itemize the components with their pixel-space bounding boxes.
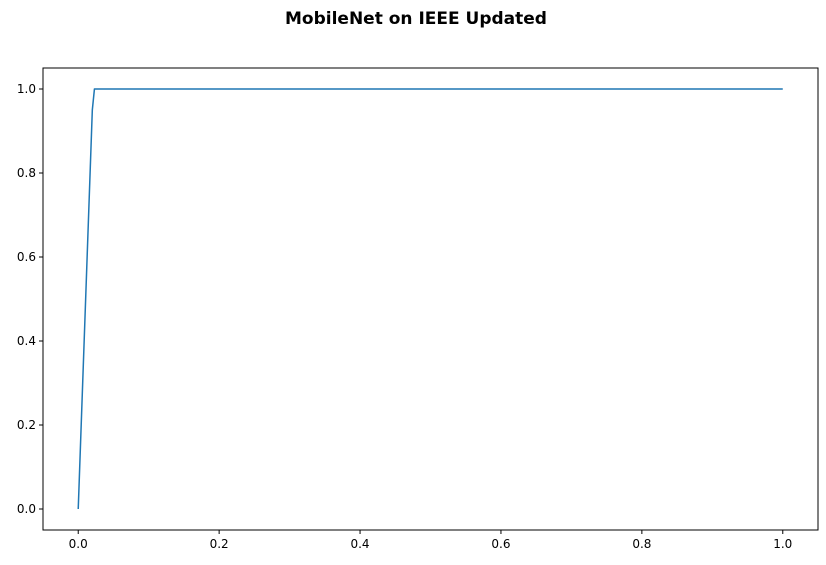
x-tick-label: 0.6 bbox=[491, 537, 510, 551]
x-tick-label: 0.2 bbox=[210, 537, 229, 551]
axes-frame bbox=[42, 67, 819, 531]
plot-area bbox=[77, 88, 783, 510]
chart-title: MobileNet on IEEE Updated bbox=[285, 9, 547, 29]
x-tick-label: 0.8 bbox=[632, 537, 651, 551]
y-tick-label: 0.4 bbox=[17, 334, 36, 348]
y-tick-label: 0.2 bbox=[17, 418, 36, 432]
x-tick-label: 0.4 bbox=[350, 537, 369, 551]
y-tick-label: 1.0 bbox=[17, 82, 36, 96]
x-tick-label: 0.0 bbox=[69, 537, 88, 551]
y-axis: 0.0 0.2 0.4 0.6 0.8 1.0 bbox=[17, 82, 43, 516]
y-tick-label: 0.0 bbox=[17, 502, 36, 516]
series-line-0 bbox=[77, 88, 783, 510]
x-tick-label: 1.0 bbox=[773, 537, 792, 551]
x-axis: 0.0 0.2 0.4 0.6 0.8 1.0 bbox=[69, 530, 792, 551]
y-tick-label: 0.8 bbox=[17, 166, 36, 180]
y-tick-label: 0.6 bbox=[17, 250, 36, 264]
